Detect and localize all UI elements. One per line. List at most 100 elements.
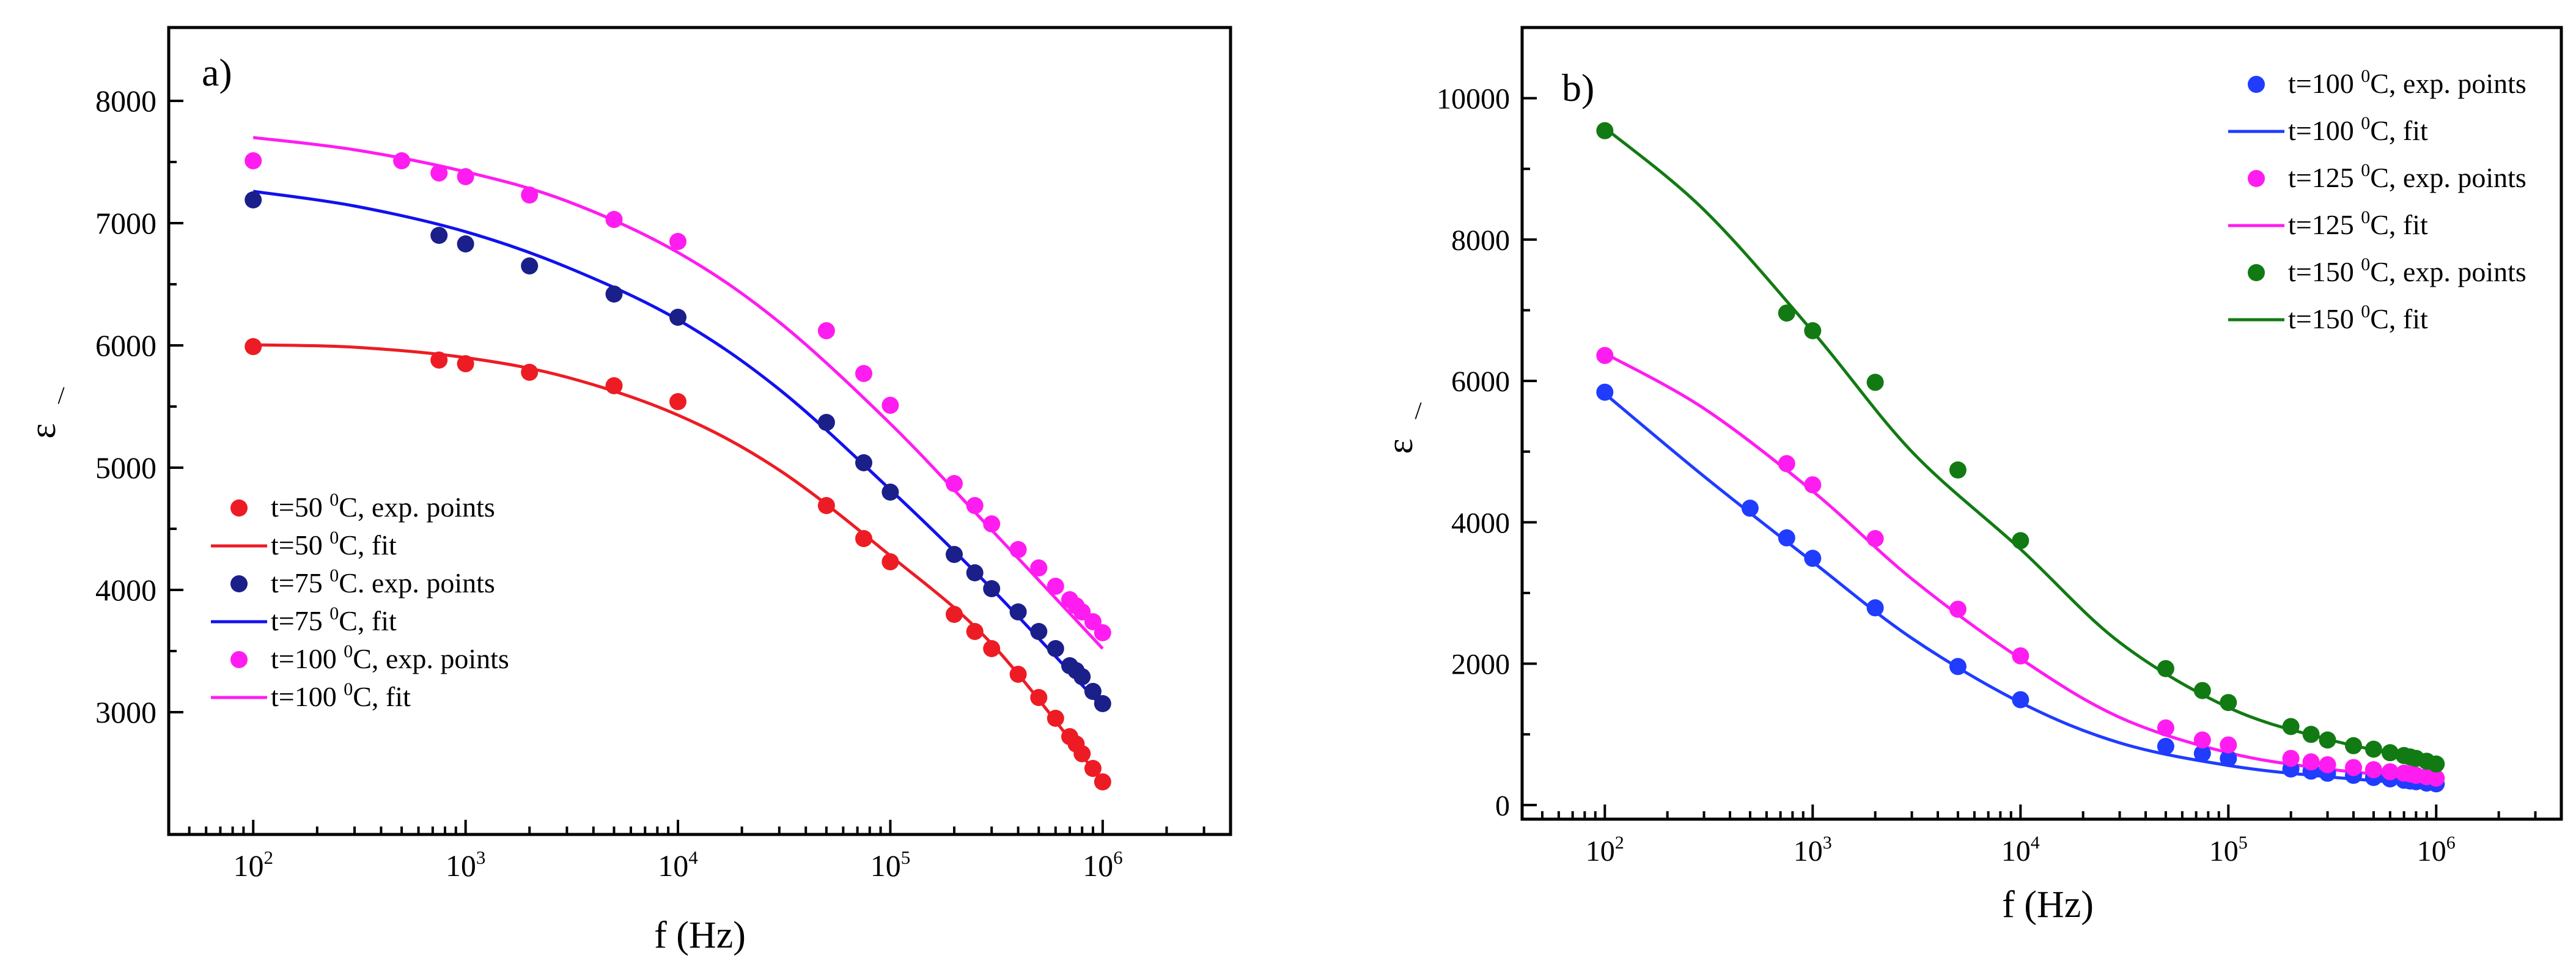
data-point [2220,749,2237,767]
legend-label-suffix: C, exp. points [339,492,495,523]
y-tick-label: 8000 [95,84,156,118]
legend-label-prefix: t=100 [2288,115,2361,146]
data-point [669,233,686,250]
data-point [2302,753,2320,771]
data-point [2364,761,2382,779]
legend-label-prefix: t=150 [2288,303,2361,334]
legend-label: t=50 0C, exp. points [271,490,495,523]
y-axis-title-mark-a: / [57,381,65,409]
x-tick-label: 102 [1586,833,1624,867]
legend-label-prefix: t=100 [2288,68,2361,99]
x-tick-base: 10 [1586,835,1615,867]
data-point [457,355,474,372]
x-tick-base: 10 [1083,849,1113,883]
x-tick-base: 10 [2001,835,2031,867]
data-point [1094,624,1111,641]
data-point [983,515,1001,532]
panel-b: b) ε / f (Hz) 102 103 104 105 10602000400060… [1380,26,2563,926]
panel-a: a) ε / f (Hz) 102 103 104 105 10630004000500… [23,26,1232,956]
data-point [1778,529,1795,547]
data-point [2381,763,2399,781]
legend-marker [230,651,248,668]
legend-label-sup: 0 [344,641,353,661]
plot-frame-a [167,26,1232,836]
data-point [2364,740,2382,758]
x-tick-base: 10 [870,849,901,883]
data-point [2345,759,2362,776]
data-point [1804,550,1822,567]
legend-label-sup: 0 [2361,207,2370,227]
y-axis-title-mark-b: / [1415,397,1422,424]
legend-label-sup: 0 [2361,301,2370,322]
data-point [1047,640,1064,657]
legend-label-suffix: C, fit [2370,209,2428,240]
data-point [1804,322,1822,339]
x-tick-label: 103 [446,847,486,883]
data-point [669,393,686,410]
data-point [2427,755,2445,773]
y-tick-label: 8000 [1451,224,1510,257]
legend-label: t=100 0C, exp. points [271,641,509,674]
legend-label: t=150 0C, fit [2288,301,2428,334]
data-points-b [1596,122,2445,793]
data-point [1778,304,1795,322]
y-axis-title-text-b: ε [1380,438,1420,454]
y-tick-label: 3000 [95,695,156,729]
x-tick-exponent: 2 [263,847,273,868]
data-point [966,497,984,514]
plot-frame-b [1520,26,2563,821]
data-point [1596,383,1614,401]
legend-label-suffix: C, fit [2370,115,2428,146]
x-tick-label: 104 [2001,833,2040,867]
legend-label-prefix: t=100 [271,643,344,674]
x-tick-base: 10 [446,849,476,883]
data-point [393,152,411,169]
x-axis-title-a: f (Hz) [654,915,746,956]
y-axis-title-text-a: ε [23,423,63,438]
x-tick-exponent: 4 [2031,833,2040,853]
data-point [2157,719,2174,737]
legend-label-suffix: C, fit [353,681,411,712]
data-point [946,475,963,492]
legend-label: t=100 0C, exp. points [2288,66,2526,99]
legend-label-sup: 0 [329,490,339,510]
data-points-a [245,152,1111,790]
data-point [1073,668,1091,685]
data-point [1030,623,1048,640]
x-tick-label: 105 [2209,833,2248,867]
data-point [1084,760,1102,777]
legend-label-sup: 0 [329,565,339,586]
data-point [2319,731,2336,749]
legend-label: t=50 0C, fit [271,528,397,561]
legend-marker [230,499,248,517]
legend-label-prefix: t=150 [2288,256,2361,287]
data-point [2157,737,2174,755]
data-point [457,235,474,252]
legend-label: t=125 0C, exp. points [2288,160,2526,193]
data-point [245,191,262,208]
data-point [1084,683,1102,700]
legend-label: t=150 0C, exp. points [2288,254,2526,287]
data-point [2012,532,2030,550]
data-point [1866,530,1884,547]
data-point [817,497,835,514]
data-point [521,364,539,381]
data-point [2193,682,2211,699]
data-point [983,640,1001,657]
data-point [1741,499,1759,517]
x-tick-exponent: 5 [901,847,911,868]
data-point [946,546,963,563]
legend-label-suffix: C. exp. points [339,567,495,598]
data-point [966,623,984,640]
legend-label-prefix: t=100 [271,681,344,712]
x-tick-exponent: 5 [2239,833,2248,853]
legend-label-prefix: t=50 [271,492,329,523]
y-tick-label: 10000 [1437,83,1510,116]
data-point [881,397,899,414]
data-point [1047,578,1064,595]
data-point [881,484,899,501]
data-point [605,211,623,228]
legend-marker [230,575,248,592]
